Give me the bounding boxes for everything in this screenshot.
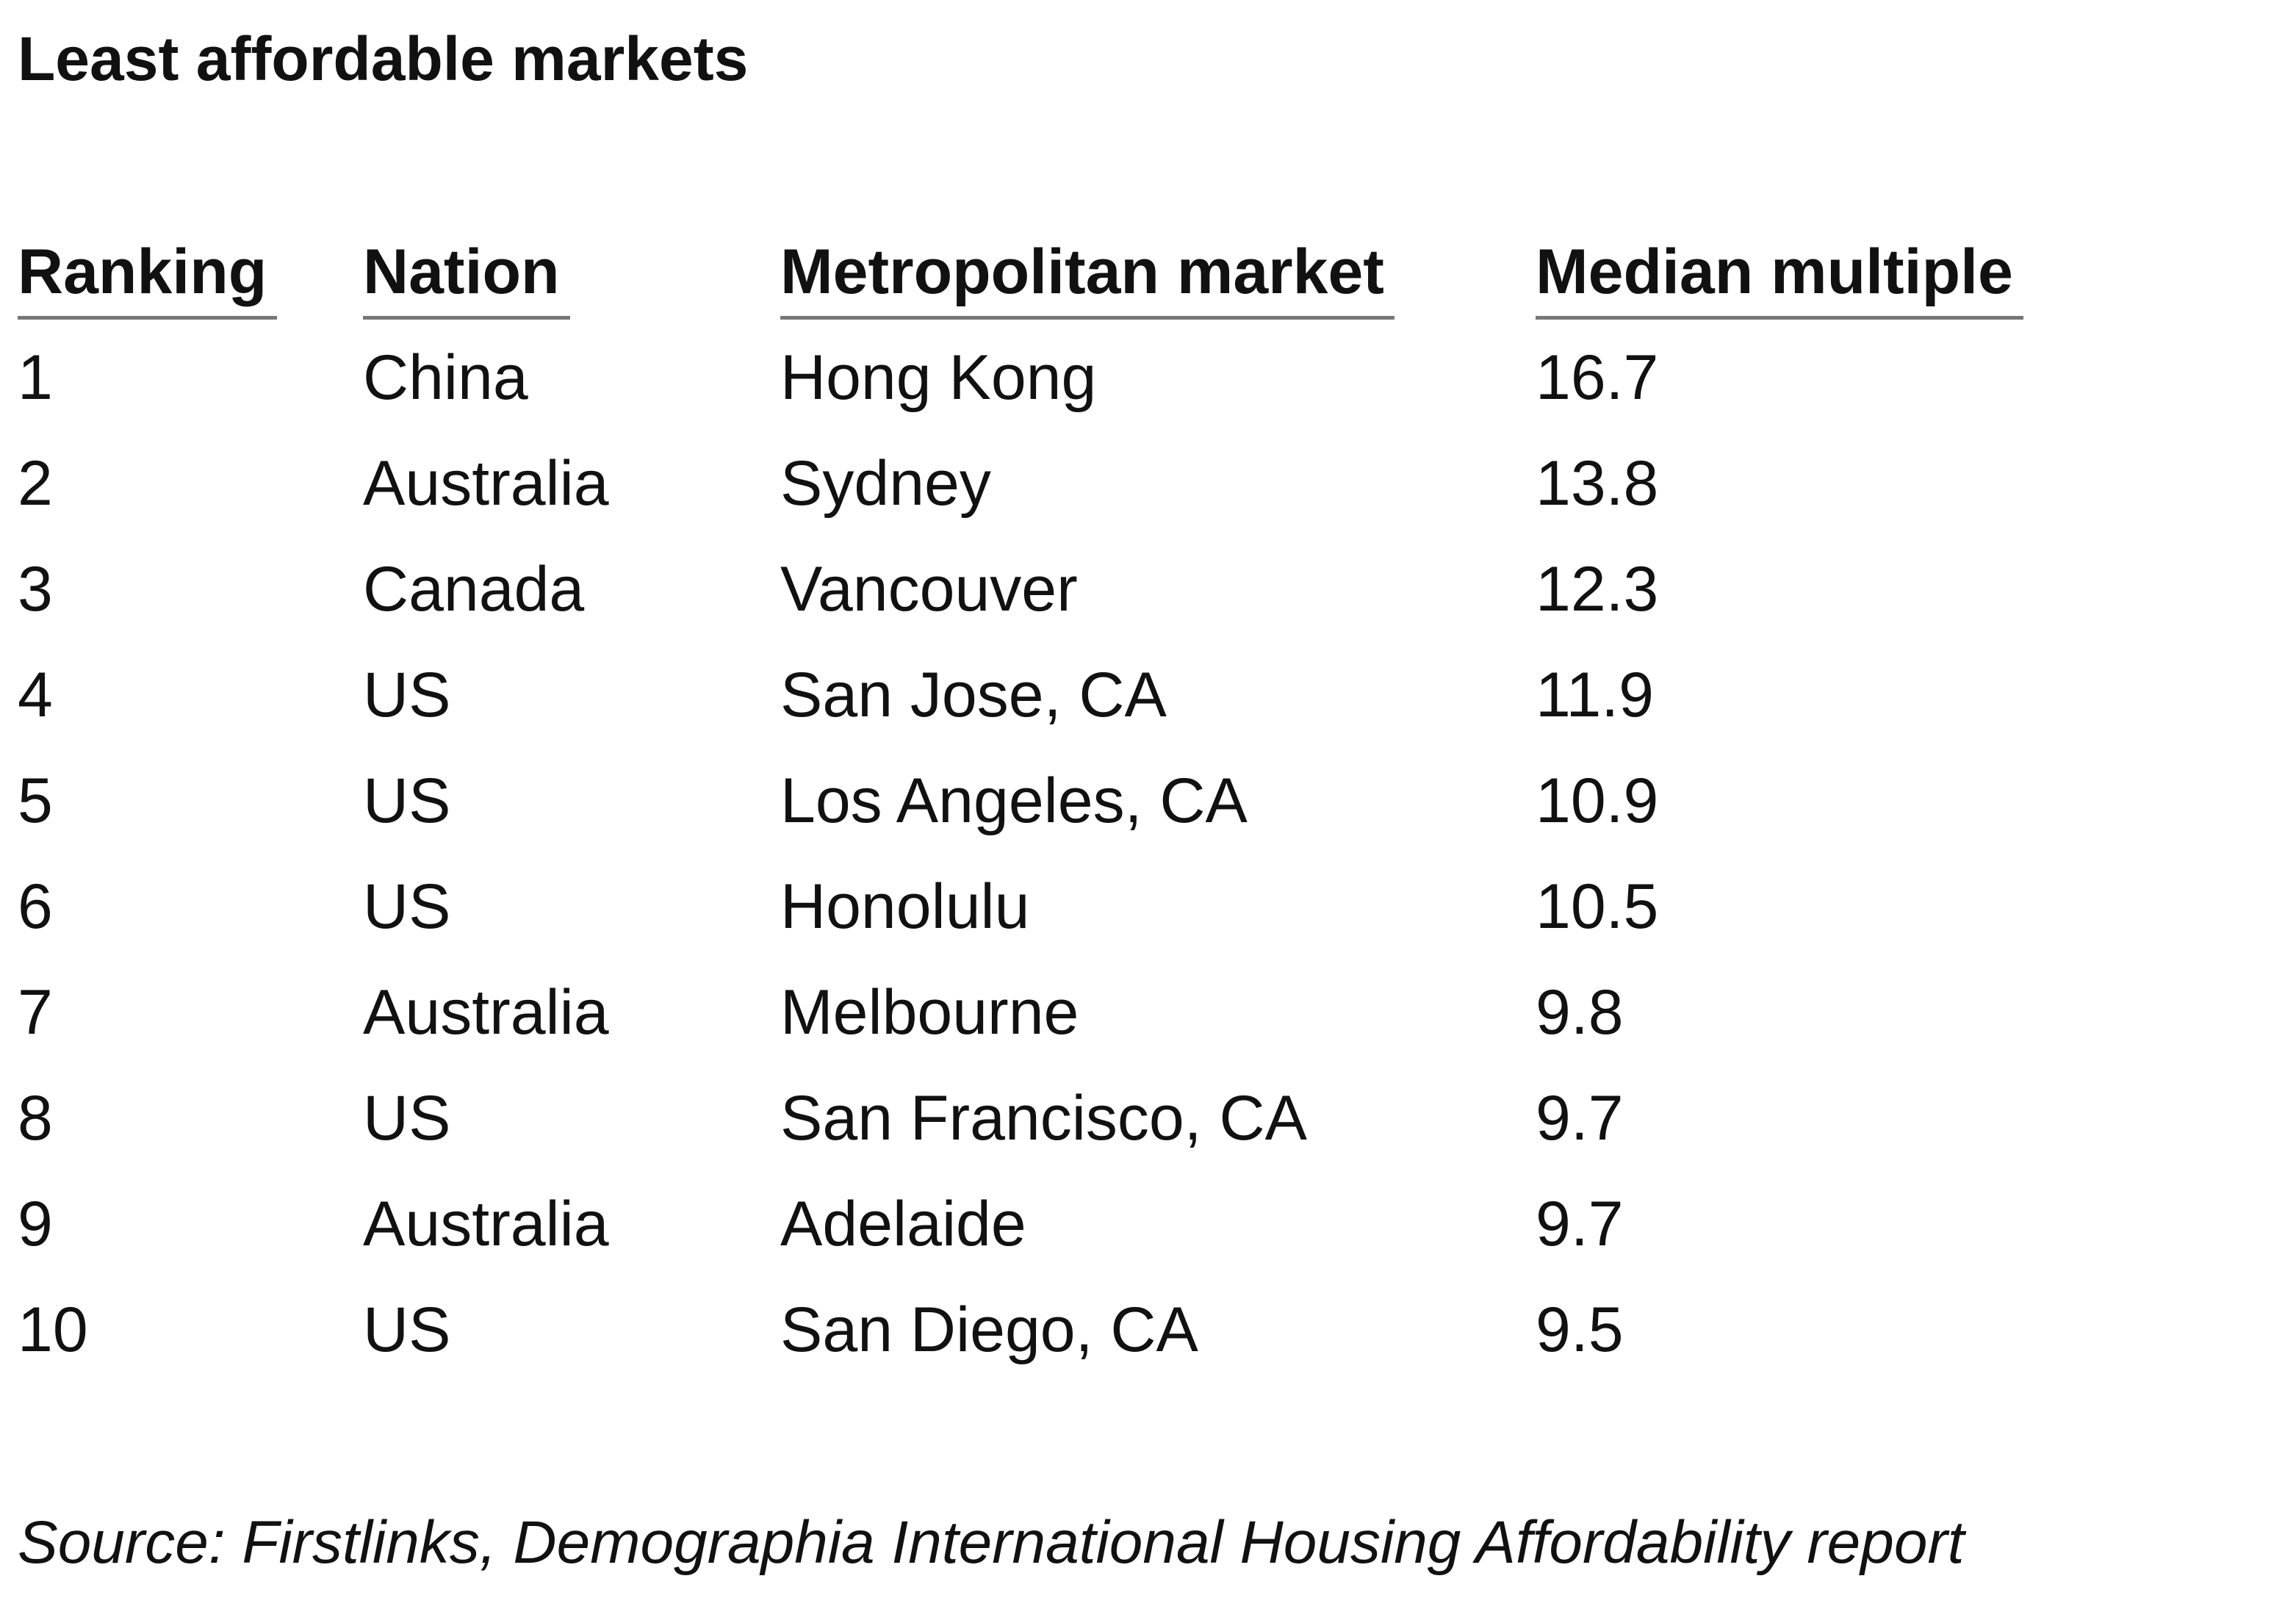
market-cell: Hong Kong — [780, 342, 1097, 413]
column-header-metropolitan-market: Metropolitan market — [780, 228, 1394, 320]
table-row: 4 US San Jose, CA 11.9 — [0, 642, 2296, 748]
ranking-cell: 1 — [18, 342, 53, 413]
ranking-cell: 9 — [18, 1189, 53, 1259]
table-header: Ranking Nation Metropolitan market Media… — [0, 228, 2296, 320]
median-multiple-cell: 9.5 — [1536, 1295, 1624, 1365]
page-title: Least affordable markets — [18, 24, 749, 93]
nation-cell: US — [363, 1295, 451, 1365]
ranking-cell: 6 — [18, 871, 53, 942]
median-multiple-cell: 11.9 — [1536, 660, 1654, 730]
market-cell: San Francisco, CA — [780, 1083, 1307, 1153]
market-cell: Los Angeles, CA — [780, 766, 1248, 836]
median-multiple-cell: 10.9 — [1536, 766, 1659, 836]
column-header-ranking: Ranking — [18, 228, 278, 320]
market-cell: San Jose, CA — [780, 660, 1167, 730]
ranking-cell: 4 — [18, 660, 53, 730]
table-row: 7 Australia Melbourne 9.8 — [0, 960, 2296, 1065]
median-multiple-cell: 10.5 — [1536, 871, 1659, 942]
nation-cell: Australia — [363, 977, 609, 1048]
market-cell: Honolulu — [780, 871, 1030, 942]
ranking-cell: 10 — [18, 1295, 88, 1365]
column-header-nation: Nation — [363, 228, 570, 320]
median-multiple-cell: 9.8 — [1536, 977, 1624, 1048]
market-cell: San Diego, CA — [780, 1295, 1198, 1365]
market-cell: Sydney — [780, 448, 991, 519]
ranking-cell: 3 — [18, 554, 53, 625]
median-multiple-cell: 13.8 — [1536, 448, 1659, 519]
ranking-cell: 2 — [18, 448, 53, 519]
table-row: 3 Canada Vancouver 12.3 — [0, 536, 2296, 642]
nation-cell: Canada — [363, 554, 585, 625]
median-multiple-cell: 9.7 — [1536, 1083, 1624, 1153]
table-row: 1 China Hong Kong 16.7 — [0, 325, 2296, 431]
table-row: 10 US San Diego, CA 9.5 — [0, 1277, 2296, 1383]
market-cell: Melbourne — [780, 977, 1079, 1048]
table-row: 9 Australia Adelaide 9.7 — [0, 1171, 2296, 1277]
table-row: 2 Australia Sydney 13.8 — [0, 431, 2296, 536]
median-multiple-cell: 12.3 — [1536, 554, 1659, 625]
nation-cell: US — [363, 766, 451, 836]
source-note: Source: Firstlinks, Demographia Internat… — [18, 1509, 1965, 1576]
ranking-cell: 7 — [18, 977, 53, 1048]
market-cell: Vancouver — [780, 554, 1078, 625]
nation-cell: China — [363, 342, 528, 413]
table-row: 8 US San Francisco, CA 9.7 — [0, 1065, 2296, 1171]
nation-cell: Australia — [363, 1189, 609, 1259]
nation-cell: US — [363, 1083, 451, 1153]
market-cell: Adelaide — [780, 1189, 1026, 1259]
column-header-median-multiple: Median multiple — [1536, 228, 2023, 320]
nation-cell: Australia — [363, 448, 609, 519]
median-multiple-cell: 9.7 — [1536, 1189, 1624, 1259]
nation-cell: US — [363, 871, 451, 942]
table-row: 5 US Los Angeles, CA 10.9 — [0, 748, 2296, 854]
ranking-cell: 8 — [18, 1083, 53, 1153]
table-row: 6 US Honolulu 10.5 — [0, 854, 2296, 960]
median-multiple-cell: 16.7 — [1536, 342, 1659, 413]
ranking-cell: 5 — [18, 766, 53, 836]
nation-cell: US — [363, 660, 451, 730]
